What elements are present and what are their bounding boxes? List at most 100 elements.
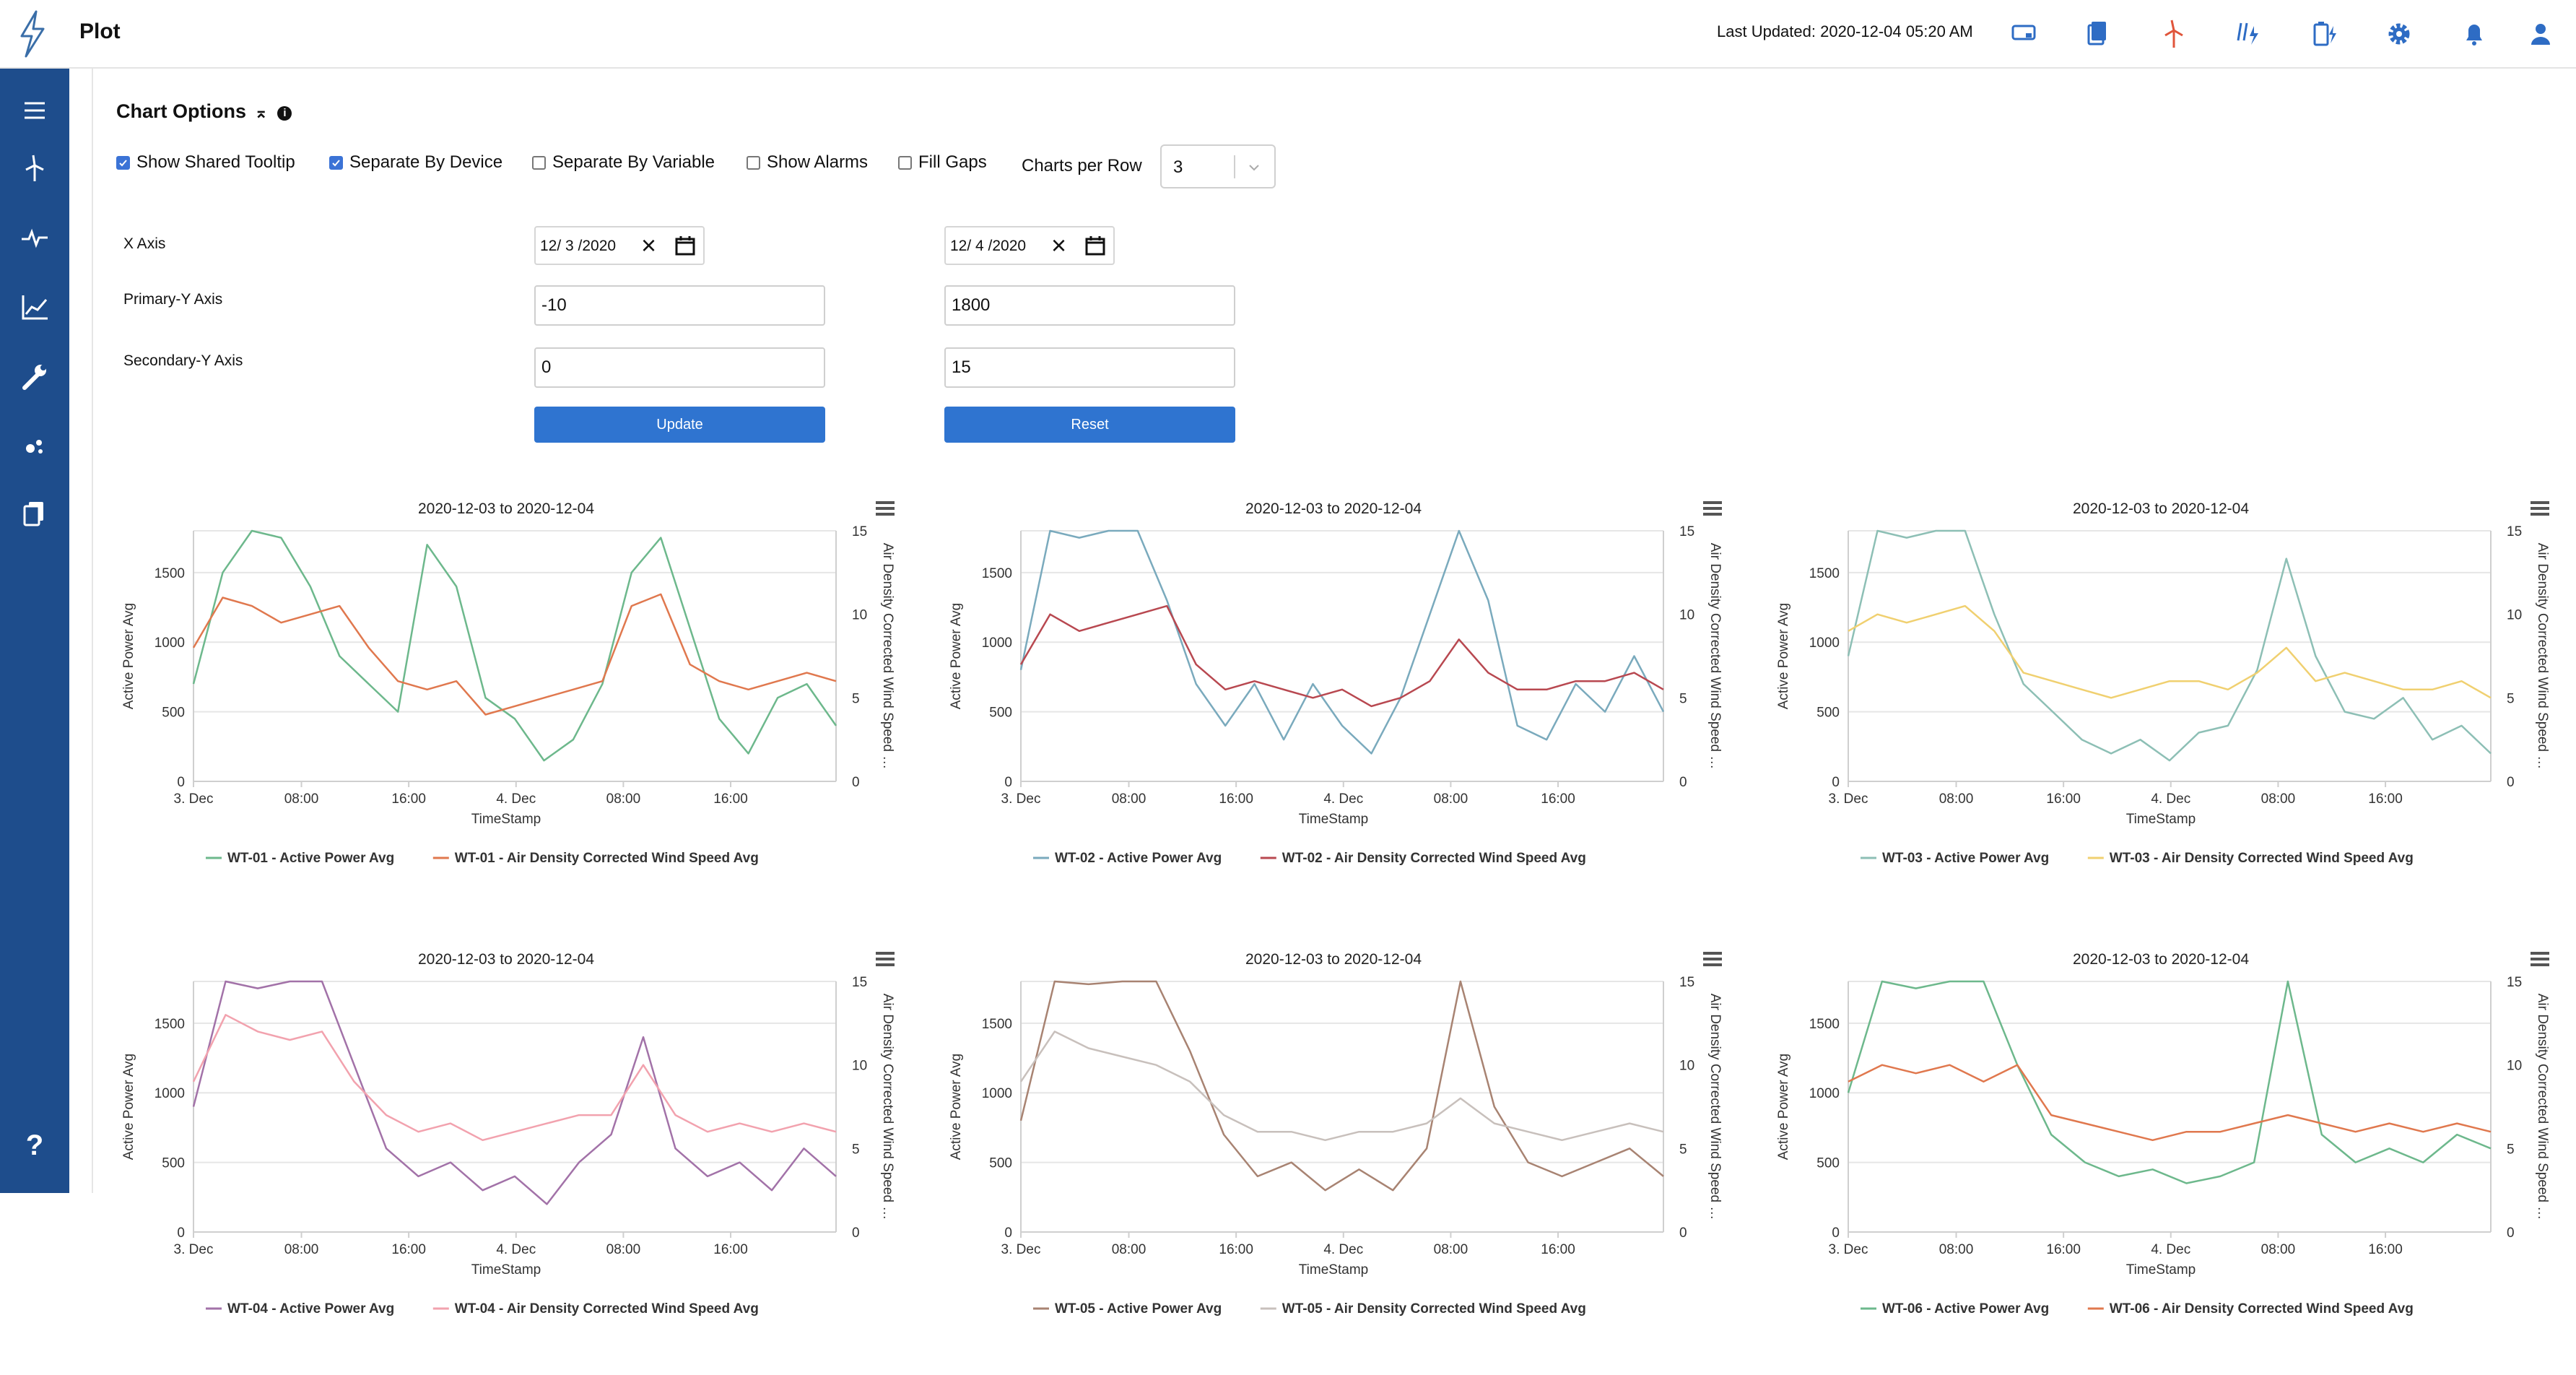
calendar-icon[interactable] (674, 235, 696, 256)
gear-icon[interactable] (2381, 16, 2417, 52)
x-axis-title: TimeStamp (1299, 1262, 1368, 1278)
chart-panel: 2020-12-03 to 2020-12-04 0 500 1000 1500 0 5 10… (116, 491, 942, 924)
x-tick-label: 08:00 (2261, 1242, 2296, 1257)
chart-menu-icon[interactable] (1703, 501, 1722, 516)
menu-bar (2531, 958, 2549, 960)
legend-item[interactable]: WT-06 - Air Density Corrected Wind Speed… (2087, 1301, 2414, 1317)
y-tick-label: 1500 (1809, 566, 1840, 581)
legend: WT-03 - Active Power Avg WT-03 - Air Dens… (1861, 851, 2414, 866)
turbine-icon[interactable] (16, 149, 53, 187)
menu-bar (1703, 501, 1722, 504)
chart-panel: 2020-12-03 to 2020-12-04 0 500 1000 1500 0 5 10… (943, 491, 1770, 924)
clear-icon[interactable]: × (641, 230, 657, 260)
chart-menu-icon[interactable] (2531, 952, 2549, 966)
x-tick-label: 08:00 (284, 1242, 319, 1257)
legend-item[interactable]: WT-05 - Active Power Avg (1033, 1301, 1222, 1317)
y-axis-title: Active Power Avg (121, 1054, 136, 1161)
separate-by-variable-checkbox[interactable]: Separate By Variable (532, 152, 715, 173)
legend-label: WT-04 - Air Density Corrected Wind Speed… (455, 1301, 759, 1317)
x-tick-label: 16:00 (1219, 1242, 1253, 1257)
legend-item[interactable]: WT-01 - Active Power Avg (206, 851, 394, 866)
y2-tick-label: 0 (852, 775, 860, 790)
menu-bar (876, 507, 895, 510)
legend-item[interactable]: WT-05 - Air Density Corrected Wind Speed… (1260, 1301, 1586, 1317)
x-axis-start-date[interactable]: 12/ 3 /2020 × (534, 226, 705, 265)
turbine-icon[interactable] (2156, 16, 2192, 52)
help-button[interactable]: ? (16, 1127, 53, 1164)
charts-per-row-select[interactable]: 3 (1160, 144, 1276, 188)
y-tick-label: 1500 (1809, 1017, 1840, 1032)
logo-icon[interactable] (10, 9, 53, 59)
secondary-y-axis-label: Secondary-Y Axis (123, 352, 243, 369)
checkbox-unchecked-icon[interactable] (532, 155, 546, 170)
menu-icon[interactable] (16, 92, 53, 129)
chart-menu-icon[interactable] (2531, 501, 2549, 516)
legend-item[interactable]: WT-04 - Air Density Corrected Wind Speed… (432, 1301, 759, 1317)
checkbox-checked-icon[interactable] (329, 155, 343, 170)
documents-icon[interactable] (16, 495, 53, 532)
wrench-icon[interactable] (16, 357, 53, 395)
primary-y-max-input[interactable]: 1800 (944, 285, 1235, 326)
checkbox-checked-icon[interactable] (116, 155, 130, 170)
update-button[interactable]: Update (534, 407, 825, 443)
battery-icon[interactable] (2306, 16, 2342, 52)
legend-item[interactable]: WT-03 - Active Power Avg (1861, 851, 2049, 866)
info-icon[interactable]: i (277, 106, 292, 121)
y-axis-title: Active Power Avg (1776, 1054, 1791, 1161)
chart-menu-icon[interactable] (1703, 952, 1722, 966)
y2-axis-title: Air Density Corrected Wind Speed … (1707, 994, 1723, 1220)
y2-axis-title: Air Density Corrected Wind Speed … (1707, 543, 1723, 770)
fill-gaps-checkbox[interactable]: Fill Gaps (898, 152, 987, 173)
bell-icon[interactable] (2456, 16, 2492, 52)
x-end-value: 12/ 4 /2020 (950, 238, 1027, 254)
checkbox-unchecked-icon[interactable] (898, 155, 912, 170)
legend-item[interactable]: WT-03 - Air Density Corrected Wind Speed… (2087, 851, 2414, 866)
legend-item[interactable]: WT-02 - Air Density Corrected Wind Speed… (1260, 851, 1586, 866)
top-bar: Plot Last Updated: 2020-12-04 05:20 AM (0, 0, 2576, 69)
secondary-y-max-input[interactable]: 15 (944, 347, 1235, 388)
primary-y-min-input[interactable]: -10 (534, 285, 825, 326)
user-icon[interactable] (2523, 16, 2559, 52)
calendar-icon[interactable] (1084, 235, 1106, 256)
y2-tick-label: 5 (852, 691, 860, 706)
scatter-icon[interactable] (16, 427, 53, 464)
separate-by-device-checkbox[interactable]: Separate By Device (329, 152, 502, 173)
legend-item[interactable]: WT-04 - Active Power Avg (206, 1301, 394, 1317)
shared-tooltip-checkbox[interactable]: Show Shared Tooltip (116, 152, 295, 173)
chart-title: 2020-12-03 to 2020-12-04 (1245, 951, 1422, 968)
y-tick-label: 500 (162, 706, 185, 721)
x-tick-label: 08:00 (1939, 1242, 1974, 1257)
legend-item[interactable]: WT-02 - Active Power Avg (1033, 851, 1222, 866)
chart-menu-icon[interactable] (876, 501, 895, 516)
menu-bar (2531, 963, 2549, 966)
chevron-down-icon[interactable] (1247, 160, 1261, 175)
legend-label: WT-06 - Air Density Corrected Wind Speed… (2110, 1301, 2414, 1317)
monitor-icon[interactable] (2006, 16, 2042, 52)
power-icon[interactable] (2231, 16, 2267, 52)
reset-button[interactable]: Reset (944, 407, 1235, 443)
y-tick-label: 1500 (982, 1017, 1012, 1032)
legend-item[interactable]: WT-01 - Air Density Corrected Wind Speed… (432, 851, 759, 866)
help-label: ? (25, 1129, 44, 1161)
pulse-icon[interactable] (16, 219, 53, 256)
chart-options-title[interactable]: Chart Options ⌅ i (116, 100, 292, 123)
x-tick-label: 08:00 (2261, 791, 2296, 807)
menu-bar (876, 513, 895, 516)
show-alarms-checkbox[interactable]: Show Alarms (747, 152, 868, 173)
x-tick-label: 16:00 (1219, 791, 1253, 807)
y2-tick-label: 15 (852, 524, 867, 539)
legend-item[interactable]: WT-06 - Active Power Avg (1861, 1301, 2049, 1317)
y-tick-label: 1000 (155, 1086, 185, 1101)
checkbox-unchecked-icon[interactable] (747, 155, 760, 170)
line-chart-icon[interactable] (16, 288, 53, 326)
y-tick-label: 1500 (155, 566, 185, 581)
chart-menu-icon[interactable] (876, 952, 895, 966)
y2-tick-label: 5 (2507, 691, 2515, 706)
collapse-icon[interactable]: ⌅ (254, 103, 268, 121)
documents-icon[interactable] (2081, 16, 2117, 52)
x-axis-end-date[interactable]: 12/ 4 /2020 × (944, 226, 1115, 265)
clear-icon[interactable]: × (1051, 230, 1067, 260)
x-tick-label: 08:00 (1434, 1242, 1468, 1257)
y2-tick-label: 5 (852, 1142, 860, 1157)
secondary-y-min-input[interactable]: 0 (534, 347, 825, 388)
